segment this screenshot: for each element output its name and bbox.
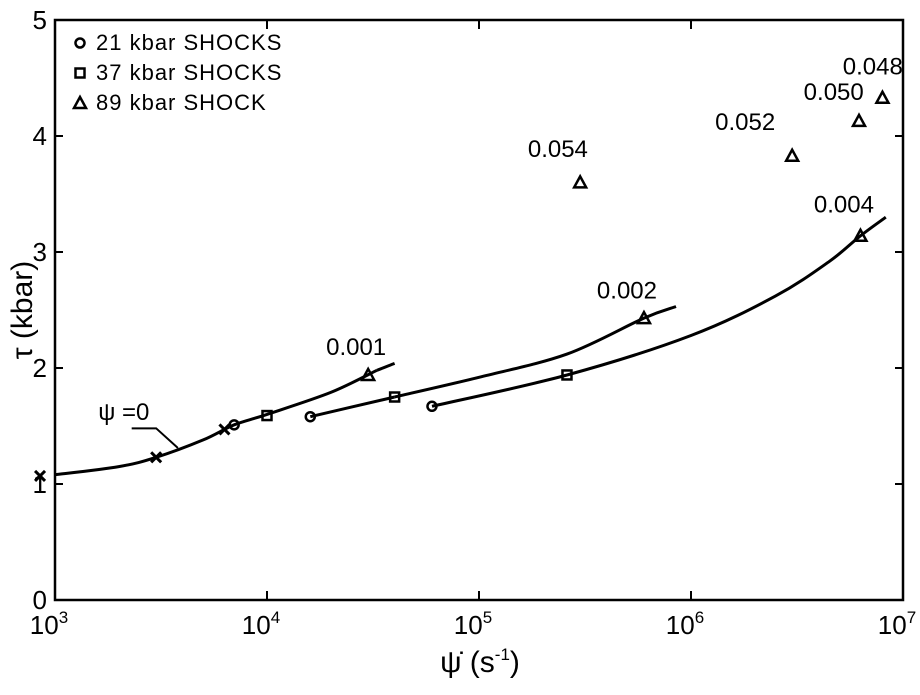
x-tick-label-0: 103 [30, 608, 68, 640]
legend-marker-triangle [71, 94, 89, 110]
curve-3 [309, 395, 395, 419]
point-triangle-2 [852, 227, 869, 243]
annotation-3: 0.004 [814, 192, 874, 219]
legend-marker-square [74, 67, 86, 79]
data-points [33, 89, 891, 482]
annotation-1: 0.001 [326, 334, 386, 361]
point-square-0 [261, 409, 273, 422]
annotation-2: 0.002 [597, 277, 657, 304]
point-circle-0 [228, 419, 240, 431]
point-triangle-1 [635, 309, 653, 325]
y-axis-title: τ (kbar) [6, 261, 39, 360]
y-tick-label-3: 3 [33, 237, 47, 267]
point-triangle-3 [572, 173, 589, 189]
x-axis-title: ψ̇ (s-1) [440, 645, 520, 679]
legend-label-1: 37 kbar SHOCKS [96, 60, 282, 85]
legend-marker-circle [74, 37, 86, 49]
point-circle-1 [304, 410, 317, 423]
y-tick-label-1: 1 [33, 469, 47, 499]
x-tick-label-2: 105 [454, 608, 492, 640]
y-tick-label-5: 5 [33, 5, 47, 35]
y-tick-label-0: 0 [33, 585, 47, 615]
point-triangle-6 [874, 89, 891, 104]
annotation-5: 0.052 [715, 109, 775, 136]
fit-curves [54, 215, 887, 477]
x-axis-title-tail: ) [510, 646, 520, 679]
x-tick-label-3: 106 [666, 608, 704, 640]
curve-0 [54, 368, 378, 477]
curve-4 [431, 215, 887, 408]
legend-label-0: 21 kbar SHOCKS [96, 30, 282, 55]
legend: 21 kbar SHOCKS 37 kbar SHOCKS 89 kbar SHOC… [71, 30, 282, 115]
y-tick-label-2: 2 [33, 353, 47, 383]
point-triangle-5 [850, 112, 868, 128]
point-triangle-0 [360, 366, 377, 382]
curve-1 [376, 361, 396, 372]
legend-label-2: 89 kbar SHOCK [96, 90, 267, 115]
annotation-4: 0.054 [528, 136, 588, 163]
annotation-0: ψ =0 [98, 399, 149, 426]
point-square-1 [388, 391, 401, 403]
x-tick-label-1: 104 [242, 608, 280, 640]
axis-ticks: 0 1 2 3 4 5 103 104 105 106 107 [30, 5, 916, 640]
point-triangle-4 [784, 147, 801, 162]
point-cross-0 [33, 469, 47, 482]
point-square-2 [561, 369, 573, 381]
y-tick-label-4: 4 [33, 121, 47, 151]
point-cross-1 [150, 451, 163, 464]
curve-2 [394, 305, 677, 399]
x-tick-label-4: 107 [878, 608, 916, 640]
point-cross-2 [218, 423, 231, 436]
x-axis-title-sup: -1 [495, 645, 510, 664]
x-axis-title-main: ψ̇ (s [440, 646, 495, 679]
annotation-7: 0.048 [843, 54, 903, 81]
annotation-6: 0.050 [804, 79, 864, 106]
point-circle-2 [426, 400, 438, 413]
psi-zero-leader-line [131, 427, 179, 449]
